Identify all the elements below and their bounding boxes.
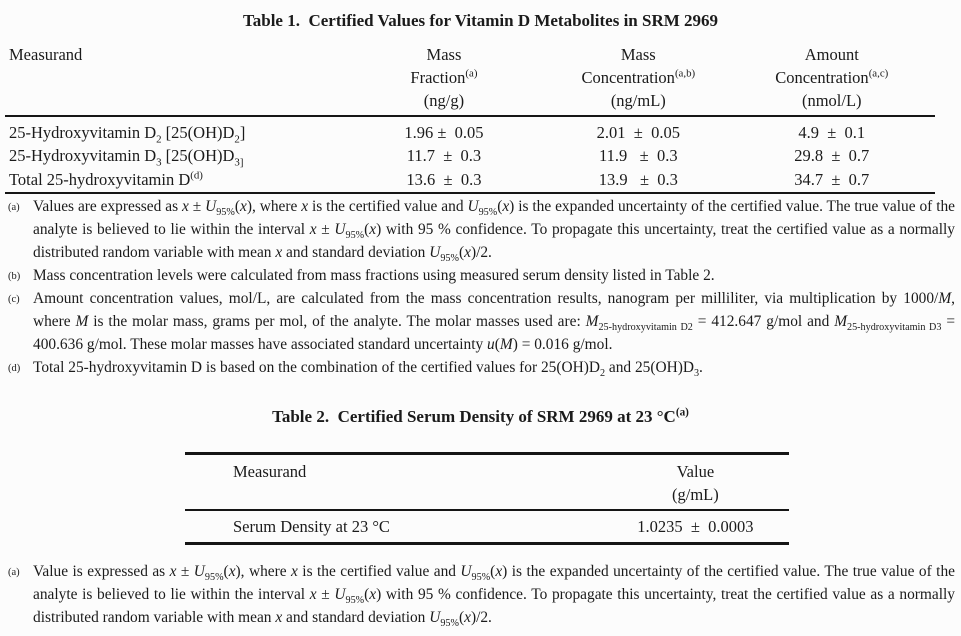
footnote-text: Values are expressed as x ± U95%(x), whe… [33, 198, 955, 265]
footnote-marker: (a) [8, 202, 20, 213]
amount-concentration-value: 34.7 ± 0.7 [794, 169, 870, 189]
table1-header-amount-concentration: Amount Concentration(a,c) (nmol/L) [775, 45, 889, 110]
amount-concentration-value: 29.8 ± 0.7 [794, 146, 870, 166]
table2-header-row: Measurand Value (g/mL) [185, 454, 789, 510]
table2-header-measurand: Measurand [233, 462, 307, 481]
table-row: 25-Hydroxyvitamin D2 [25(OH)D2] 1.96 ± 0… [5, 116, 935, 145]
table2: Measurand Value (g/mL) Serum Density at 2… [185, 452, 789, 545]
mass-fraction-value: 11.7 ± 0.3 [406, 146, 482, 166]
measurand-cell: 25-Hydroxyvitamin D2 [25(OH)D2] [9, 122, 246, 146]
density-value: 1.0235 ± 0.0003 [637, 516, 754, 536]
measurand-cell: 25-Hydroxyvitamin D3 [25(OH)D3] [9, 146, 244, 169]
table-row: Total 25-hydroxyvitamin D(d) 13.6 ± 0.3 … [5, 168, 935, 193]
table1-header-mass-concentration: Mass Concentration(a,b) (ng/mL) [581, 45, 696, 110]
table1: Measurand Mass Fraction(a) (ng/g) Mass Conc… [5, 43, 935, 194]
table-row: 25-Hydroxyvitamin D3 [25(OH)D3] 11.7 ± 0… [5, 145, 935, 169]
footnote-text: Mass concentration levels were calculate… [33, 267, 715, 284]
footnote-text: Total 25-hydroxyvitamin D is based on th… [33, 359, 703, 380]
mass-concentration-value: 11.9 ± 0.3 [599, 146, 678, 166]
amount-concentration-value: 4.9 ± 0.1 [798, 122, 866, 142]
mass-concentration-value: 13.9 ± 0.3 [598, 169, 678, 189]
mass-fraction-value: 1.96 ± 0.05 [404, 122, 484, 142]
footnote-marker: (b) [8, 271, 21, 282]
footnote-marker: (a) [8, 567, 20, 578]
mass-concentration-value: 2.01 ± 0.05 [596, 122, 680, 142]
table1-header-measurand: Measurand [9, 45, 83, 64]
mass-fraction-value: 13.6 ± 0.3 [406, 169, 482, 189]
measurand-cell: Total 25-hydroxyvitamin D(d) [9, 169, 203, 189]
footnote-c: (c) Amount concentration values, mol/L, … [6, 287, 955, 356]
footnote-a: (a) Value is expressed as x ± U95%(x), w… [6, 560, 955, 629]
table-row: Serum Density at 23 °C 1.0235 ± 0.0003 [185, 510, 789, 544]
footnote-marker: (c) [8, 294, 20, 305]
table1-footnotes: (a) Values are expressed as x ± U95%(x),… [6, 195, 955, 379]
table2-footnotes: (a) Value is expressed as x ± U95%(x), w… [6, 560, 955, 629]
table2-title: Table 2. Certified Serum Density of SRM … [272, 406, 689, 426]
footnote-a: (a) Values are expressed as x ± U95%(x),… [6, 195, 955, 264]
footnote-text: Amount concentration values, mol/L, are … [33, 290, 956, 353]
measurand-cell: Serum Density at 23 °C [233, 516, 390, 536]
table1-title: Table 1. Certified Values for Vitamin D … [242, 11, 719, 30]
footnote-marker: (d) [8, 363, 21, 374]
footnote-d: (d) Total 25-hydroxyvitamin D is based o… [6, 356, 955, 379]
table1-header-row: Measurand Mass Fraction(a) (ng/g) Mass Conc… [5, 43, 935, 116]
table2-header-value: Value (g/mL) [672, 462, 719, 504]
footnote-text: Value is expressed as x ± U95%(x), where… [33, 563, 955, 630]
footnote-b: (b) Mass concentration levels were calcu… [6, 264, 955, 287]
table1-header-mass-fraction: Mass Fraction(a) (ng/g) [410, 45, 478, 110]
